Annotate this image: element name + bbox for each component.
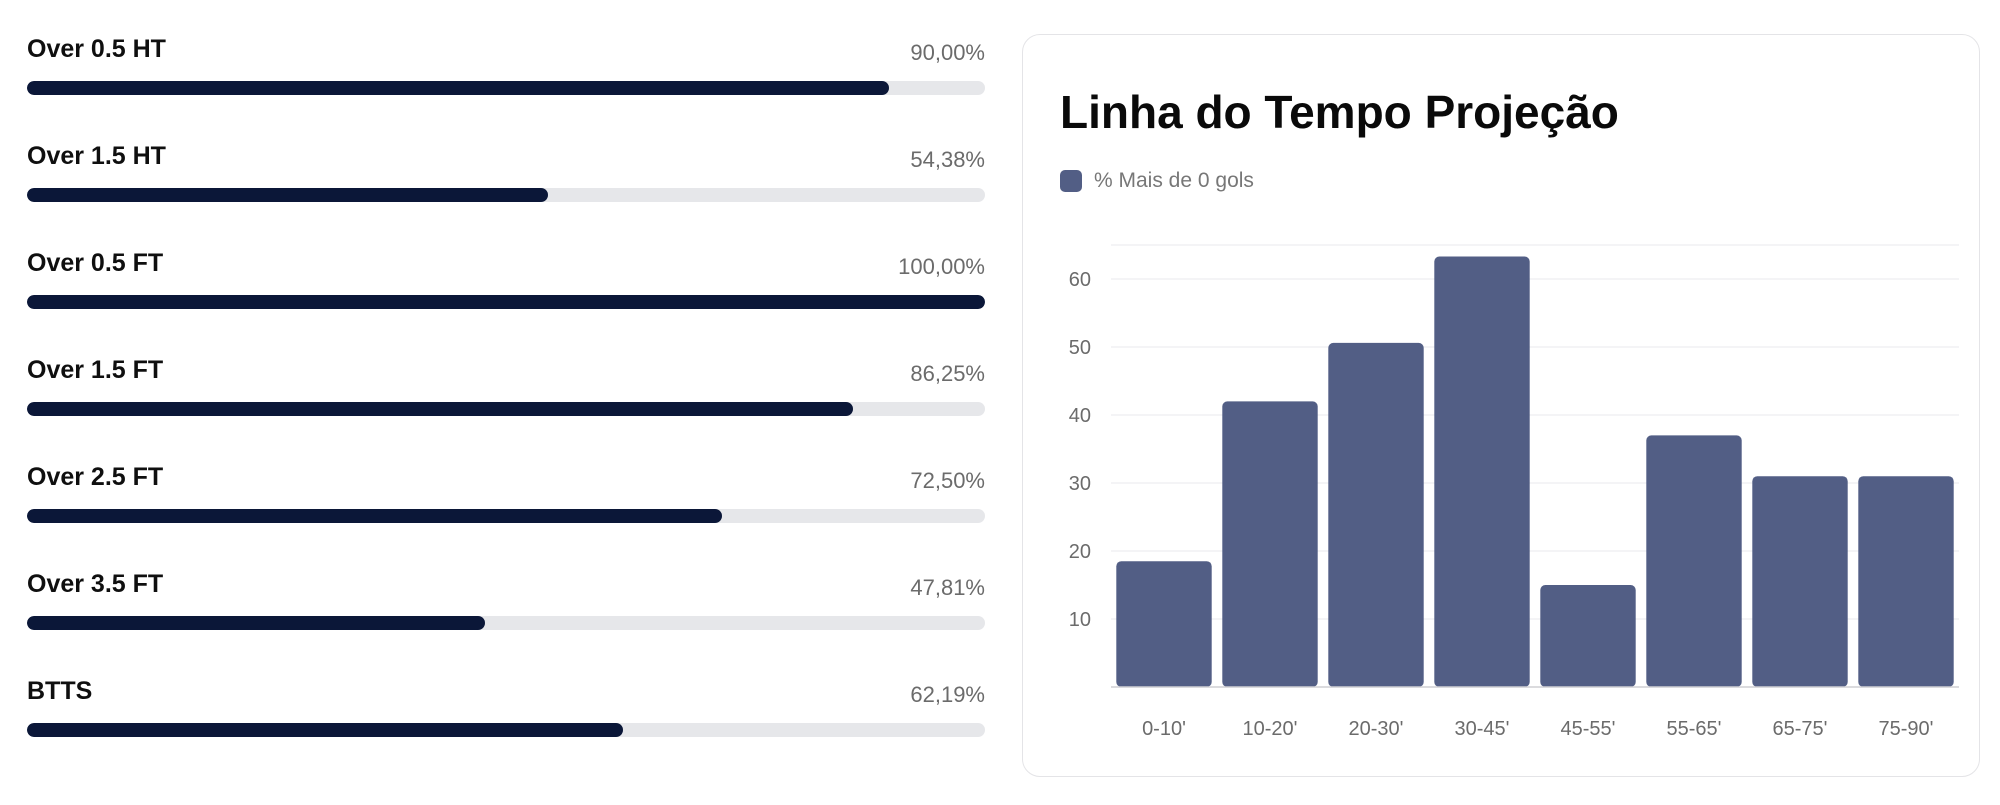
y-tick-label: 60 xyxy=(1069,269,1091,291)
stat-label: Over 0.5 FT xyxy=(27,249,164,277)
y-tick-label: 30 xyxy=(1069,473,1091,495)
x-tick-label: 10-20' xyxy=(1243,718,1298,740)
progress-track xyxy=(27,188,985,202)
stat-row: Over 2.5 FT 72,50% xyxy=(27,458,985,565)
progress-fill xyxy=(27,616,486,630)
stat-label: Over 0.5 HT xyxy=(27,35,166,63)
stat-label: Over 1.5 FT xyxy=(27,356,164,384)
y-tick-label: 20 xyxy=(1069,541,1091,563)
y-tick-label: 50 xyxy=(1069,337,1091,359)
bar xyxy=(1434,256,1530,687)
bar-chart: 10 20 30 40 50 60 0-10' 10-20' 20-30' 30-45' 45-55… xyxy=(1069,244,1959,740)
bar xyxy=(1116,561,1212,687)
y-tick-label: 40 xyxy=(1069,405,1091,427)
stat-value: 72,50% xyxy=(910,468,985,493)
y-tick-label: 10 xyxy=(1069,609,1091,631)
bar xyxy=(1858,476,1954,687)
progress-fill xyxy=(27,723,623,737)
stat-label: BTTS xyxy=(27,677,93,705)
stat-row: Over 1.5 FT 86,25% xyxy=(27,351,985,458)
stat-label: Over 1.5 HT xyxy=(27,142,166,170)
progress-track xyxy=(27,616,985,630)
x-tick-label: 55-65' xyxy=(1667,718,1722,740)
stat-row: Over 0.5 FT 100,00% xyxy=(27,244,985,351)
stat-value: 62,19% xyxy=(910,682,985,707)
stat-value: 86,25% xyxy=(910,361,985,386)
x-tick-label: 75-90' xyxy=(1879,718,1934,740)
chart-legend[interactable]: % Mais de 0 gols xyxy=(1060,169,1254,193)
bar xyxy=(1328,342,1424,687)
legend-swatch-icon xyxy=(1060,170,1082,192)
stat-row: Over 1.5 HT 54,38% xyxy=(27,137,985,244)
progress-track xyxy=(27,295,985,309)
legend-label: % Mais de 0 gols xyxy=(1094,169,1254,192)
stat-row: Over 3.5 FT 47,81% xyxy=(27,565,985,672)
progress-fill xyxy=(27,81,890,95)
stat-value: 54,38% xyxy=(910,147,985,172)
x-tick-label: 65-75' xyxy=(1773,718,1828,740)
x-tick-label: 45-55' xyxy=(1561,718,1616,740)
progress-track xyxy=(27,723,985,737)
stat-row: Over 0.5 HT 90,00% xyxy=(27,30,985,137)
stat-label: Over 2.5 FT xyxy=(27,463,164,491)
stat-value: 90,00% xyxy=(910,40,985,65)
progress-fill xyxy=(27,295,985,309)
stat-row: BTTS 62,19% xyxy=(27,672,985,779)
x-tick-label: 20-30' xyxy=(1349,718,1404,740)
x-tick-label: 0-10' xyxy=(1142,718,1186,740)
progress-fill xyxy=(27,402,854,416)
bar xyxy=(1646,435,1742,687)
progress-fill xyxy=(27,188,548,202)
chart-title: Linha do Tempo Projeção xyxy=(1060,86,1619,138)
progress-fill xyxy=(27,509,722,523)
stats-list: Over 0.5 HT 90,00% Over 1.5 HT 54,38% Over 0… xyxy=(27,30,985,779)
progress-track xyxy=(27,81,985,95)
chart-card: Linha do Tempo Projeção % Mais de 0 gols… xyxy=(1022,34,1980,777)
stat-label: Over 3.5 FT xyxy=(27,570,164,598)
stat-value: 100,00% xyxy=(898,254,985,279)
bar xyxy=(1540,585,1636,687)
bar xyxy=(1222,401,1318,687)
x-tick-label: 30-45' xyxy=(1455,718,1510,740)
progress-track xyxy=(27,509,985,523)
stat-value: 47,81% xyxy=(910,575,985,600)
bar xyxy=(1752,476,1848,687)
progress-track xyxy=(27,402,985,416)
